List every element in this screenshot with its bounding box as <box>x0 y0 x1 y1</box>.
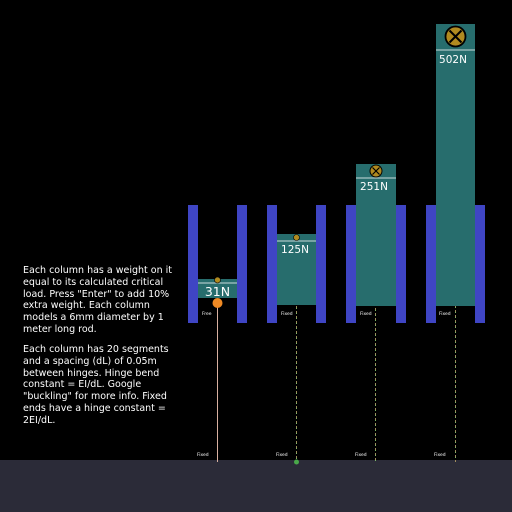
column-3-load-label: 251N <box>360 181 388 193</box>
column-1 <box>188 205 247 462</box>
column-1-weight <box>198 279 237 298</box>
column-3-left-wall <box>346 205 356 323</box>
column-1-bottom-end-label: Fixed <box>197 452 209 458</box>
column-1-marker-icon <box>214 276 221 284</box>
column-1-load-label: 31N <box>205 284 230 299</box>
info-paragraph-segments: Each column has 20 segments and a spacin… <box>23 344 169 426</box>
column-2-bottom-end-label: Fixed <box>276 452 288 458</box>
column-2-top-end-label: Fixed <box>281 311 293 317</box>
column-2-right-wall <box>316 205 326 323</box>
column-4-bottom-end-label: Fixed <box>434 452 446 458</box>
column-3 <box>346 164 406 462</box>
column-2-load-label: 125N <box>281 244 309 256</box>
column-3-weight <box>356 164 396 306</box>
column-4-right-wall <box>475 205 485 323</box>
column-3-top-end-label: Fixed <box>360 311 372 317</box>
ground <box>0 460 512 512</box>
info-paragraph-load: Each column has a weight on it equal to … <box>23 265 172 335</box>
column-3-right-wall <box>396 205 406 323</box>
column-2-bottom-hinge[interactable] <box>294 459 299 465</box>
column-1-top-end-label: Free <box>202 311 212 317</box>
column-2-marker-icon <box>293 234 300 241</box>
column-4-marker-icon <box>444 25 467 48</box>
column-1-left-wall <box>188 205 198 323</box>
column-3-marker-icon <box>369 164 383 178</box>
column-4-weight <box>436 24 475 306</box>
column-4 <box>426 24 485 462</box>
column-1-right-wall <box>237 205 247 323</box>
column-3-bottom-end-label: Fixed <box>355 452 367 458</box>
column-1-top-hinge[interactable] <box>212 298 223 308</box>
column-4-load-label: 502N <box>439 54 467 66</box>
column-4-top-end-label: Fixed <box>439 311 451 317</box>
column-4-left-wall <box>426 205 436 323</box>
column-2-left-wall <box>267 205 277 323</box>
column-2-weight <box>277 234 316 305</box>
column-2 <box>267 205 326 465</box>
